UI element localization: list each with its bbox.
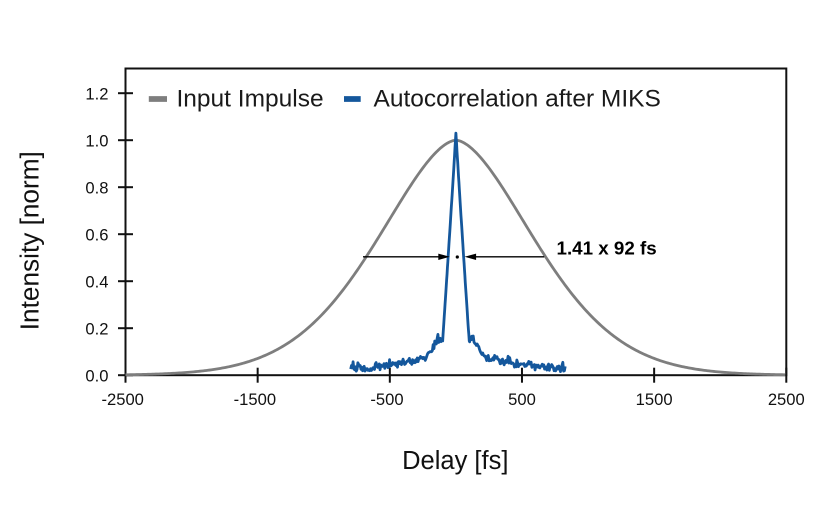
svg-text:0.8: 0.8 <box>85 178 108 197</box>
svg-text:2500: 2500 <box>768 390 805 409</box>
svg-text:1500: 1500 <box>636 390 673 409</box>
svg-text:1.2: 1.2 <box>85 84 108 103</box>
svg-text:0.0: 0.0 <box>85 366 108 385</box>
svg-text:Input Impulse: Input Impulse <box>177 86 324 113</box>
svg-text:-2500: -2500 <box>101 390 143 409</box>
svg-text:0.4: 0.4 <box>85 272 108 291</box>
svg-text:0.6: 0.6 <box>85 225 108 244</box>
svg-text:-500: -500 <box>370 390 403 409</box>
svg-text:500: 500 <box>508 390 536 409</box>
svg-text:Autocorrelation after MIKS: Autocorrelation after MIKS <box>374 86 661 113</box>
svg-text:Intensity [norm]: Intensity [norm] <box>15 151 45 330</box>
svg-text:1.41 x 92 fs: 1.41 x 92 fs <box>557 238 657 259</box>
svg-text:Delay [fs]: Delay [fs] <box>402 447 508 475</box>
svg-text:0.2: 0.2 <box>85 319 108 338</box>
svg-text:1.0: 1.0 <box>85 131 108 150</box>
svg-text:-1500: -1500 <box>234 390 276 409</box>
